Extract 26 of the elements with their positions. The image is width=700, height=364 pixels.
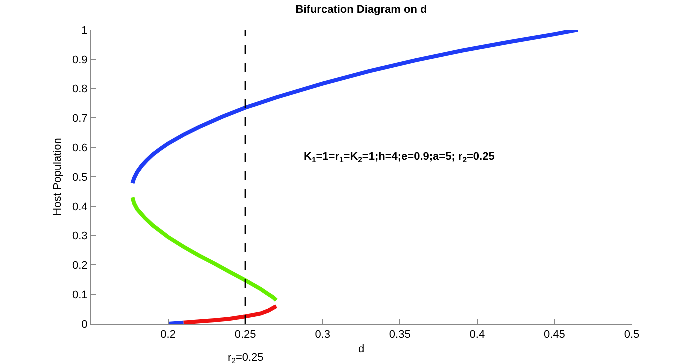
line-series xyxy=(182,304,278,324)
x-tick-label: 0.4 xyxy=(470,329,486,342)
y-axis-title: Host Population xyxy=(52,138,64,216)
x-tick-label: 0.35 xyxy=(389,329,411,342)
y-tick-label: 1 xyxy=(82,24,88,37)
y-tick-label: 0.4 xyxy=(72,201,88,214)
y-tick-label: 0.8 xyxy=(72,84,88,96)
y-tick-label: 0.1 xyxy=(72,289,88,302)
y-tick-label: 0.9 xyxy=(72,54,88,66)
y-tick-label: 0.3 xyxy=(72,230,88,243)
x-axis-title: d xyxy=(358,343,365,356)
text: K$_{1}$=1=r$_{1}$=K$_{2}$=1;h=4;e=0.9;a=5; r$_{2}$=0.25 xyxy=(304,151,495,164)
x-tick-label: 0.25 xyxy=(234,329,256,342)
x-tick-label: 0.45 xyxy=(544,329,566,342)
y-tick-label: 0.7 xyxy=(72,113,88,126)
y-tick-label: 0.5 xyxy=(72,172,88,184)
line-series xyxy=(130,196,278,302)
y-tick-label: 0 xyxy=(82,318,88,331)
line-series xyxy=(130,30,580,186)
x-tick-label: 0.3 xyxy=(315,329,331,342)
x-tick-label: 0.2 xyxy=(160,329,176,342)
chart-title: Bifurcation Diagram on d xyxy=(296,4,428,16)
ref-line-label: r$_{2}$=0.25 xyxy=(228,352,264,364)
y-tick-label: 0.2 xyxy=(72,260,88,272)
x-tick-label: 0.5 xyxy=(624,329,640,342)
y-tick-label: 0.6 xyxy=(72,142,88,154)
